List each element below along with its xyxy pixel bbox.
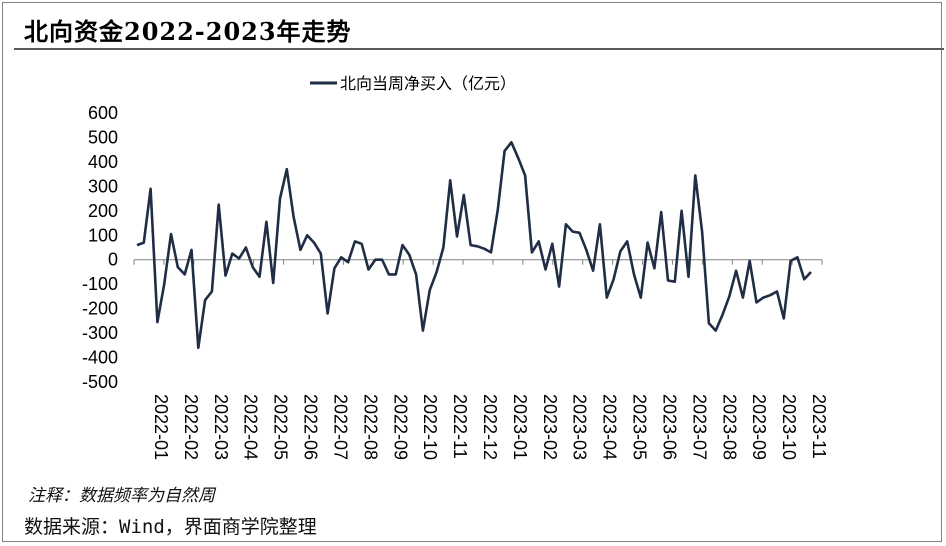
page-title: 北向资金2022-2023年走势 [24,17,352,46]
x-tick-label: 2023-02 [540,394,560,460]
y-tick-label: -300 [82,323,118,343]
data-source: 数据来源：Wind，界面商学院整理 [24,516,317,538]
chart-note: 注释：数据频率为自然周 [28,486,215,506]
y-tick-label: 400 [88,152,118,172]
x-tick-label: 2022-11 [450,394,470,459]
y-tick-label: 300 [88,176,118,196]
x-tick-label: 2022-10 [420,394,440,460]
x-tick-label: 2022-08 [360,394,380,460]
x-tick-label: 2023-10 [779,394,799,460]
x-tick-label: 2023-09 [749,394,769,460]
series-line [136,141,812,350]
x-tick-label: 2022-05 [271,394,291,460]
x-tick-label: 2023-07 [689,394,709,460]
x-tick-label: 2023-03 [570,394,590,460]
y-tick-label: -400 [82,348,118,368]
y-axis: 600 500 400 300 200 100 0 -100 -200 -300 -400 -500 [82,103,118,392]
series-group [136,141,812,350]
x-tick-label: 2023-11 [809,394,829,459]
y-tick-label: -200 [82,299,118,319]
y-tick-label: 200 [88,201,118,221]
legend-label: 北向当周净买入（亿元） [340,74,516,93]
y-tick-label: 600 [88,103,118,123]
legend: 北向当周净买入（亿元） [310,74,516,93]
y-tick-label: 500 [88,127,118,147]
x-tick-label: 2023-06 [659,394,679,460]
x-tick-label: 2022-03 [211,394,231,460]
y-tick-label: -100 [82,274,118,294]
y-tick-label: 100 [88,225,118,245]
x-tick-label: 2022-04 [241,394,261,460]
x-tick-label: 2023-05 [630,394,650,460]
x-tick-label: 2022-07 [330,394,350,460]
x-tick-label: 2023-08 [719,394,739,460]
y-tick-label: 0 [108,250,118,270]
title-divider [14,48,944,50]
x-axis: 2022-01 2022-02 2022-03 2022-04 2022-05 2022-… [133,259,829,460]
x-tick-label: 2022-09 [390,394,410,460]
x-tick-label: 2022-12 [480,394,500,460]
x-tick-label: 2022-01 [151,394,171,460]
x-tick-label: 2023-01 [510,394,530,460]
y-tick-label: -500 [82,372,118,392]
x-tick-label: 2022-06 [301,394,321,460]
x-tick-label: 2023-04 [600,394,620,460]
x-tick-label: 2022-02 [181,394,201,460]
